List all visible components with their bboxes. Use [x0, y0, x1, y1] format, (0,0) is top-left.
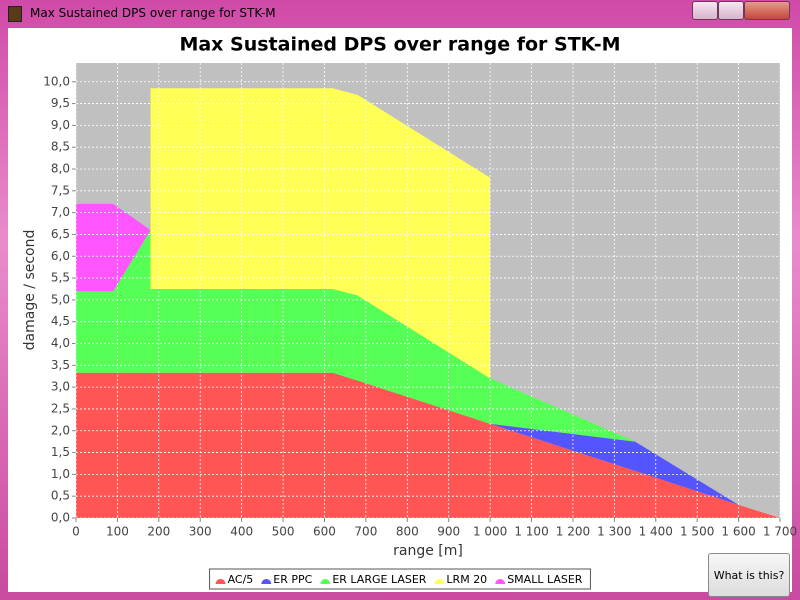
x-tick-label: 1 700 — [763, 525, 797, 539]
legend-label: AC/5 — [228, 573, 254, 586]
x-tick-label: 300 — [189, 525, 212, 539]
x-tick-label: 600 — [313, 525, 336, 539]
y-tick-label: 6,5 — [51, 227, 70, 241]
y-tick-label: 10,0 — [43, 74, 70, 88]
legend-marker — [261, 579, 272, 584]
x-tick-label: 1 100 — [514, 525, 548, 539]
y-tick-label: 6,0 — [51, 249, 70, 263]
x-tick-label: 1 500 — [680, 525, 714, 539]
x-tick-label: 0 — [72, 525, 80, 539]
x-axis-label: range [m] — [393, 543, 463, 559]
close-button[interactable] — [744, 1, 790, 20]
maximize-button[interactable] — [718, 1, 744, 20]
y-tick-label: 7,0 — [51, 205, 70, 219]
x-tick-label: 900 — [437, 525, 460, 539]
y-tick-label: 9,5 — [51, 96, 70, 110]
legend-marker — [320, 579, 331, 584]
legend-marker — [434, 579, 445, 584]
x-tick-label: 400 — [230, 525, 253, 539]
y-tick-label: 8,0 — [51, 162, 70, 176]
legend-label: SMALL LASER — [507, 573, 583, 586]
area — [76, 372, 780, 518]
x-tick-label: 1 600 — [721, 525, 755, 539]
y-tick-label: 1,5 — [51, 445, 70, 459]
what-is-this-button[interactable]: What is this? — [708, 553, 790, 597]
y-tick-label: 4,0 — [51, 336, 70, 350]
y-tick-label: 7,5 — [51, 183, 70, 197]
y-tick-label: 4,5 — [51, 314, 70, 328]
x-tick-label: 700 — [354, 525, 377, 539]
chart-title: Max Sustained DPS over range for STK-M — [179, 34, 620, 56]
y-tick-label: 0,0 — [51, 511, 70, 525]
x-tick-label: 500 — [272, 525, 295, 539]
x-tick-label: 100 — [106, 525, 129, 539]
y-tick-label: 3,0 — [51, 380, 70, 394]
y-axis-label: damage / second — [22, 230, 38, 351]
x-tick-label: 1 000 — [473, 525, 507, 539]
area — [76, 88, 780, 519]
legend-label: ER LARGE LASER — [332, 573, 426, 586]
y-tick-label: 8,5 — [51, 140, 70, 154]
title-bar: Max Sustained DPS over range for STK-M — [0, 0, 800, 28]
legend-marker — [495, 579, 506, 584]
y-tick-label: 0,5 — [51, 489, 70, 503]
x-tick-label: 800 — [396, 525, 419, 539]
y-tick-label: 5,0 — [51, 292, 70, 306]
y-tick-label: 3,5 — [51, 358, 70, 372]
y-tick-label: 9,0 — [51, 118, 70, 132]
y-tick-label: 2,5 — [51, 401, 70, 415]
legend-label: ER PPC — [273, 573, 312, 586]
x-tick-label: 1 400 — [639, 525, 673, 539]
legend-marker — [215, 579, 226, 584]
x-tick-label: 1 300 — [597, 525, 631, 539]
x-tick-label: 200 — [147, 525, 170, 539]
area — [76, 230, 780, 518]
x-tick-label: 1 200 — [556, 525, 590, 539]
y-tick-label: 5,5 — [51, 271, 70, 285]
y-tick-label: 1,0 — [51, 467, 70, 481]
legend-label: LRM 20 — [446, 573, 487, 586]
y-tick-label: 2,0 — [51, 423, 70, 437]
window-title: Max Sustained DPS over range for STK-M — [30, 6, 276, 20]
minimize-button[interactable] — [692, 1, 718, 20]
app-icon — [8, 6, 22, 22]
